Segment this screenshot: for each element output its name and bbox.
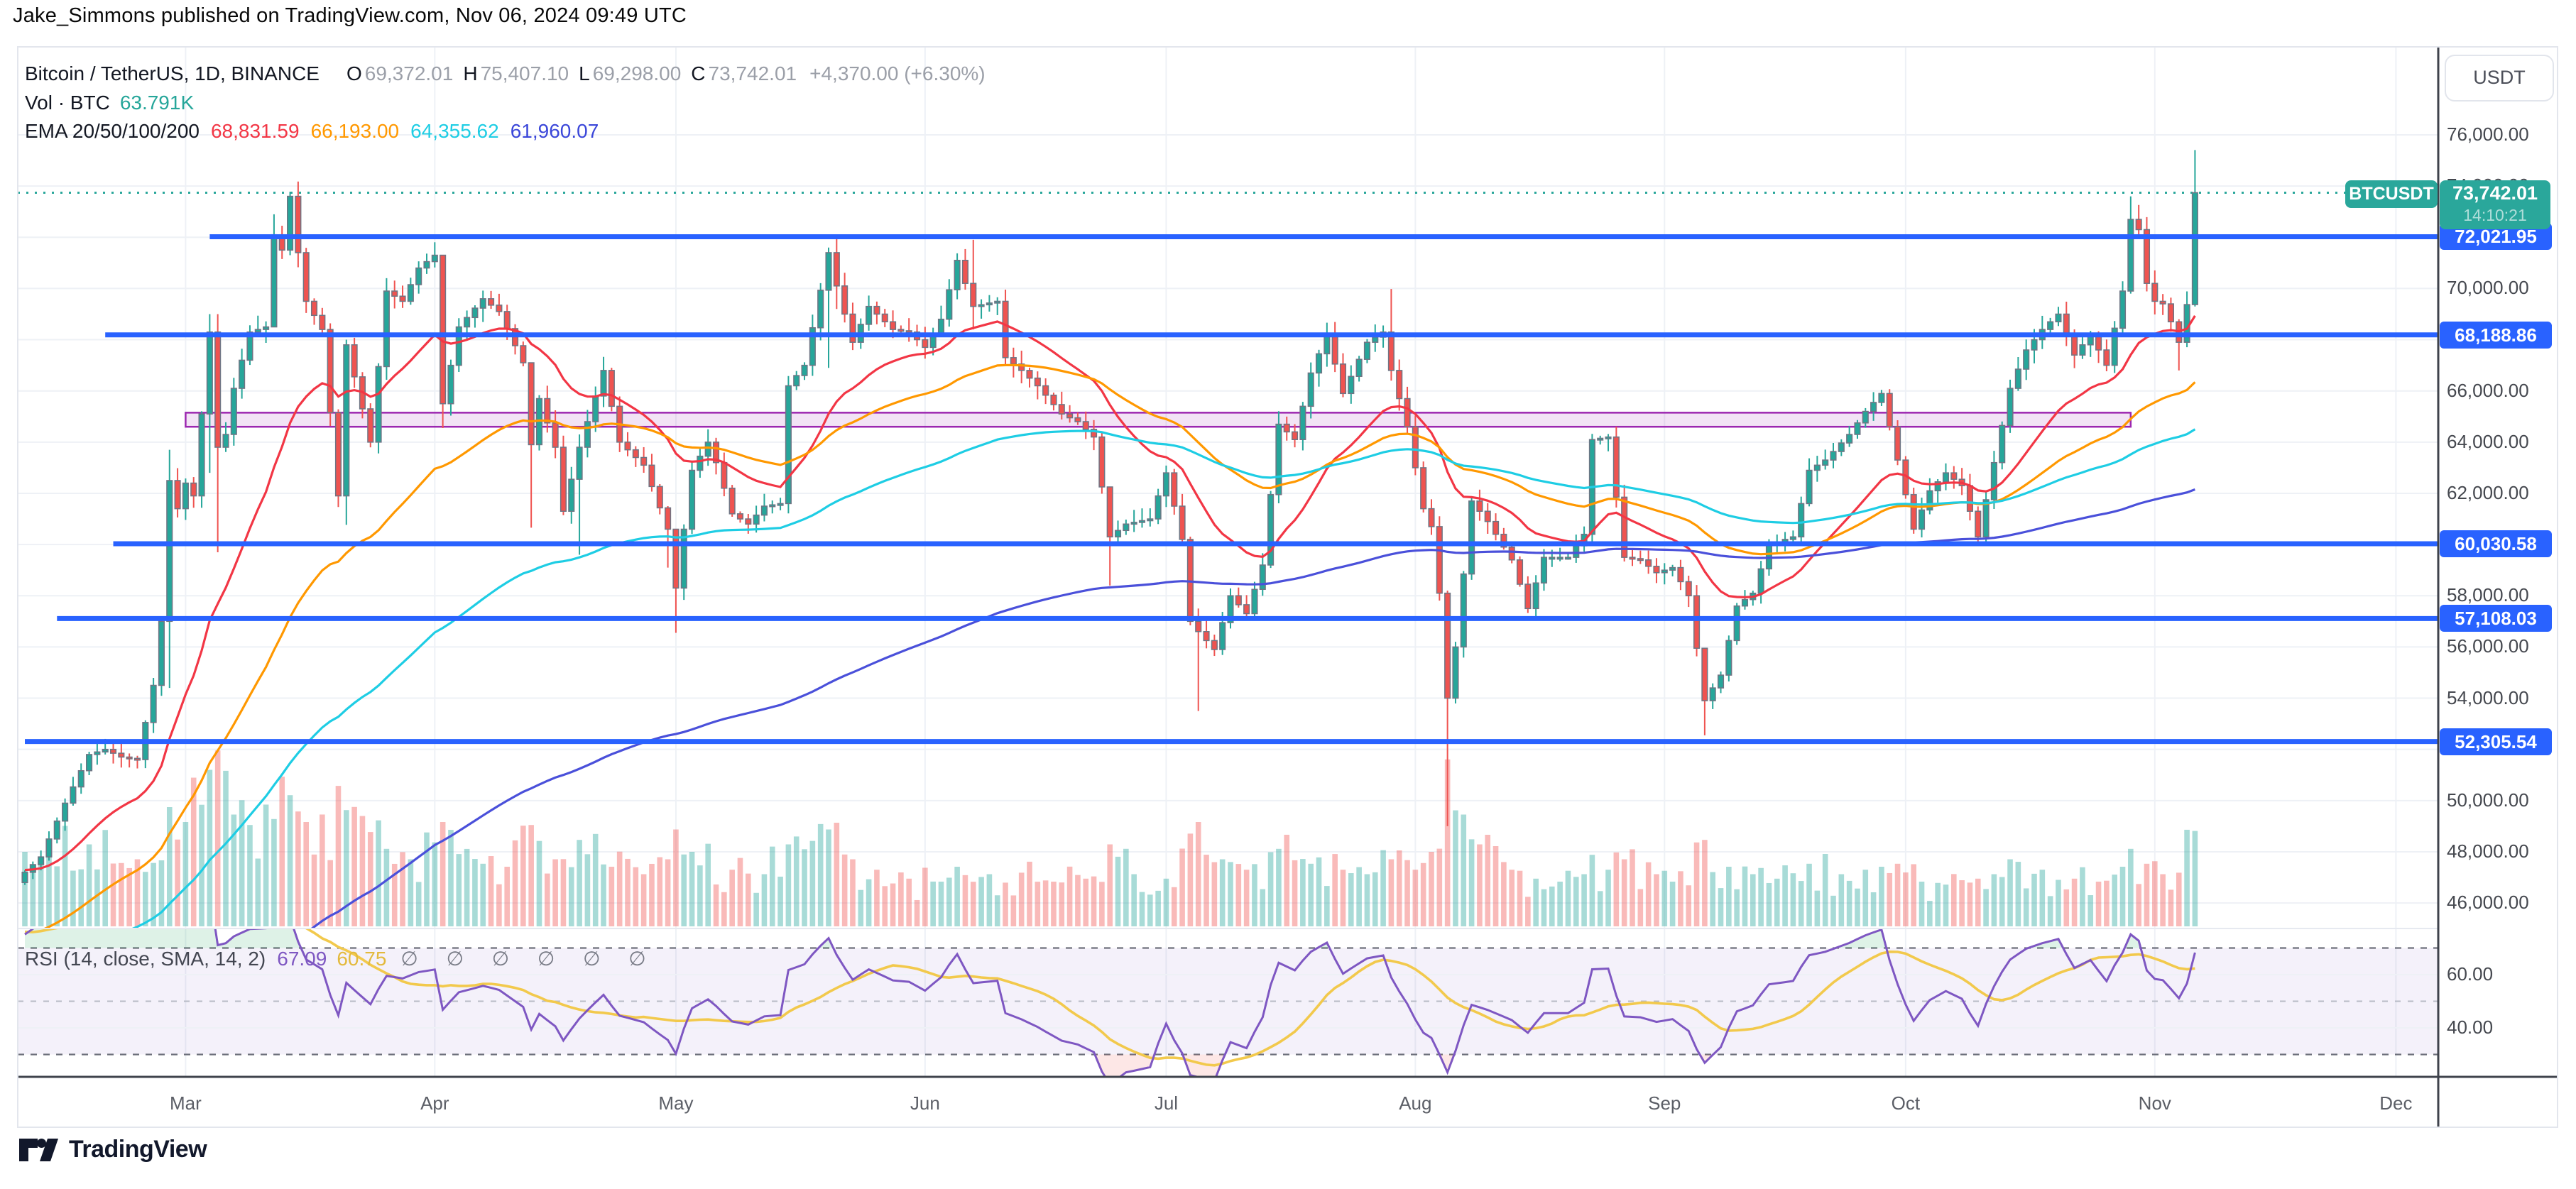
ema-legend-value: 61,960.07 <box>510 120 599 142</box>
change-value: +4,370.00 (+6.30%) <box>809 62 986 84</box>
tradingview-attribution[interactable]: TradingView <box>18 1136 207 1163</box>
time-axis[interactable] <box>18 1077 2438 1127</box>
time-tick-label: Jun <box>910 1092 940 1114</box>
price-tick-label: 48,000.00 <box>2447 840 2529 862</box>
tradingview-logo-icon <box>19 1138 58 1161</box>
time-tick-label: Aug <box>1399 1092 1432 1114</box>
price-tick-label: 58,000.00 <box>2447 584 2529 606</box>
rsi-title: RSI (14, close, SMA, 14, 2) <box>25 948 266 970</box>
rsi-oversold-fill <box>25 1054 2195 1077</box>
ema-20-line <box>24 315 2196 872</box>
rsi-overbought-fill <box>25 928 2195 948</box>
price-level-label: 57,108.03 <box>2440 605 2552 632</box>
price-tick-label: 50,000.00 <box>2447 789 2529 811</box>
time-tick-label: Jul <box>1154 1092 1179 1114</box>
ema-values: 68,831.59 66,193.00 64,355.62 61,960.07 <box>200 120 599 142</box>
time-tick-label: Oct <box>1891 1092 1921 1114</box>
close-label: C <box>691 62 706 84</box>
candlestick-series <box>21 150 2198 885</box>
price-tick-label: 56,000.00 <box>2447 635 2529 657</box>
volume-bars <box>22 750 2198 926</box>
ema-lines <box>24 315 2196 928</box>
price-tick-label: 64,000.00 <box>2447 430 2529 452</box>
currency-toggle-button[interactable]: USDT <box>2445 55 2554 102</box>
ema-legend-row[interactable]: EMA 20/50/100/200 68,831.59 66,193.00 64,35… <box>25 120 599 143</box>
ema-legend-value: 66,193.00 <box>310 120 400 142</box>
current-price-value: 73,742.01 <box>2452 182 2538 204</box>
symbol-title: Bitcoin / TetherUS, 1D, BINANCE <box>25 62 320 84</box>
rsi-smooth-value: 60.75 <box>337 948 387 970</box>
time-tick-label: Sep <box>1648 1092 1681 1114</box>
time-tick-label: May <box>658 1092 694 1114</box>
high-label: H <box>463 62 478 84</box>
rsi-legend-row[interactable]: RSI (14, close, SMA, 14, 2) 67.09 60.75 ∅ ∅… <box>25 947 657 970</box>
price-line-symbol-tag: BTCUSDT <box>2345 180 2438 208</box>
price-tick-label: 54,000.00 <box>2447 686 2529 708</box>
close-value: 73,742.01 <box>708 62 797 84</box>
ema-100-line <box>130 428 2196 928</box>
volume-legend-row[interactable]: Vol · BTC 63.791K <box>25 92 194 114</box>
rsi-empty-markers: ∅ ∅ ∅ ∅ ∅ ∅ <box>400 948 657 970</box>
current-price-label: 73,742.01 14:10:21 <box>2440 180 2550 229</box>
time-tick-label: Apr <box>420 1092 449 1114</box>
price-tick-label: 62,000.00 <box>2447 481 2529 503</box>
rsi-tick-label: 40.00 <box>2447 1017 2494 1038</box>
ema-50-line <box>42 363 2196 928</box>
rsi-band <box>18 948 2438 1055</box>
ema-legend-value: 64,355.62 <box>410 120 499 142</box>
price-level-label: 60,030.58 <box>2440 530 2552 558</box>
price-tick-label: 76,000.00 <box>2447 124 2529 145</box>
supply-zone-band[interactable] <box>185 412 2132 428</box>
time-tick-label: Dec <box>2379 1092 2413 1114</box>
rsi-value: 67.09 <box>277 948 327 970</box>
low-label: L <box>579 62 590 84</box>
price-tick-label: 46,000.00 <box>2447 892 2529 914</box>
rsi-lines <box>24 928 2196 1077</box>
rsi-tick-label: 60.00 <box>2447 963 2494 985</box>
rsi-smoothing-line <box>24 928 2195 1067</box>
price-axis[interactable] <box>2438 47 2558 1077</box>
open-label: O <box>346 62 362 84</box>
time-tick-label: Mar <box>170 1092 202 1114</box>
published-header: Jake_Simmons published on TradingView.co… <box>13 4 687 27</box>
low-value: 69,298.00 <box>592 62 682 84</box>
ema-200-line <box>310 488 2195 928</box>
ema-label: EMA 20/50/100/200 <box>25 120 200 142</box>
price-tick-label: 66,000.00 <box>2447 379 2529 401</box>
price-level-label: 68,188.86 <box>2440 321 2552 349</box>
volume-value: 63.791K <box>119 92 195 114</box>
symbol-legend-row[interactable]: Bitcoin / TetherUS, 1D, BINANCE O 69,372.0… <box>25 62 986 85</box>
time-tick-label: Nov <box>2138 1092 2171 1114</box>
price-tick-label: 70,000.00 <box>2447 277 2529 299</box>
tradingview-logo-text: TradingView <box>69 1136 207 1163</box>
countdown-timer: 14:10:21 <box>2463 206 2527 224</box>
rsi-line <box>24 928 2196 1077</box>
chart-frame <box>17 46 2558 1128</box>
price-level-label: 52,305.54 <box>2440 728 2552 755</box>
open-value: 69,372.01 <box>364 62 454 84</box>
ema-legend-value: 68,831.59 <box>210 120 300 142</box>
volume-label: Vol · BTC <box>25 92 110 114</box>
high-value: 75,407.10 <box>480 62 569 84</box>
